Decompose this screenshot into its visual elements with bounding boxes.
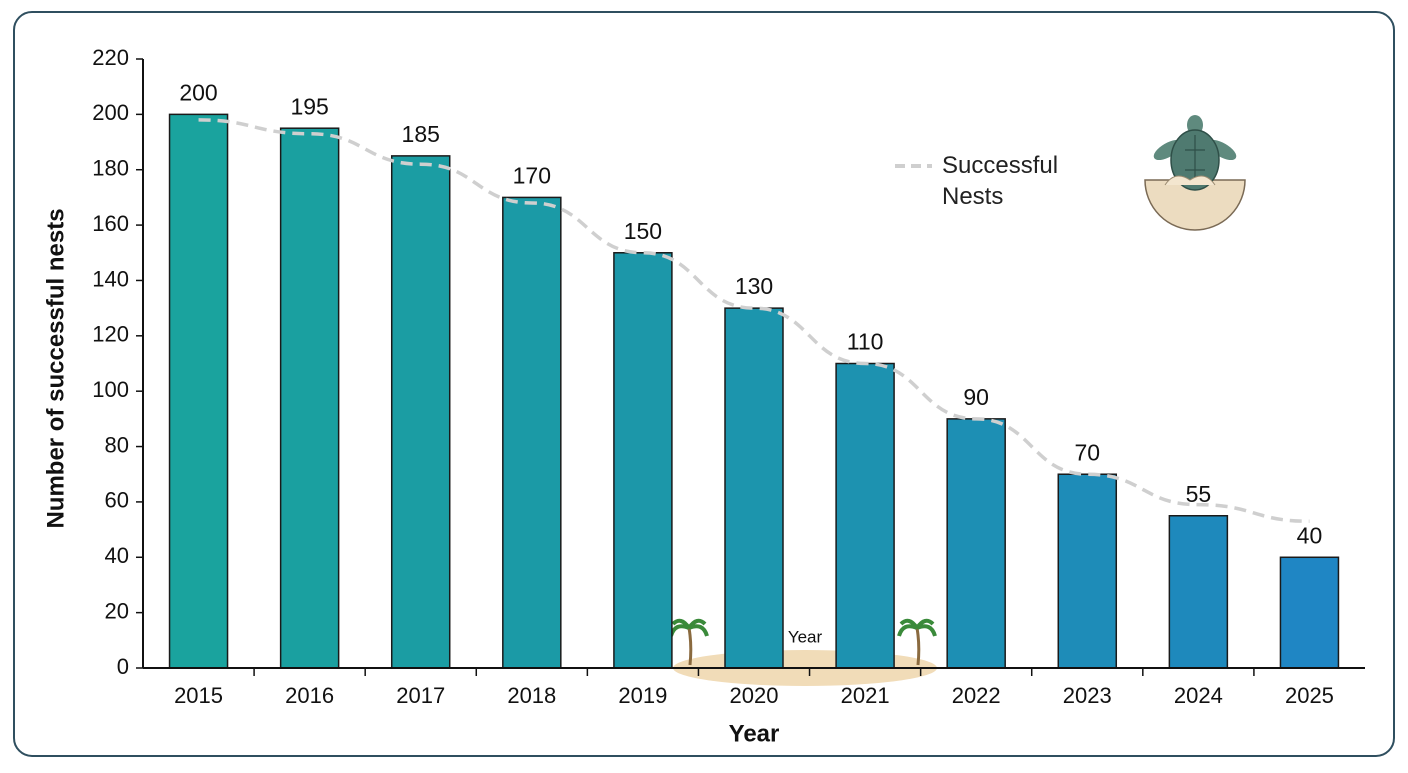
x-tick-label: 2022 [952,683,1001,708]
y-tick-label: 160 [92,211,129,236]
turtle-icon [1144,115,1246,231]
value-label: 40 [1297,522,1323,548]
x-axis-label: Year [729,720,780,747]
value-label: 150 [624,218,662,244]
bar [835,362,895,669]
y-tick-label: 100 [92,377,129,402]
x-tick-label: 2024 [1174,683,1223,708]
bar [613,252,673,669]
y-tick-label: 40 [105,543,129,568]
x-tick-label: 2023 [1063,683,1112,708]
x-tick-label: 2019 [618,683,667,708]
value-label: 185 [402,121,440,147]
y-tick-label: 80 [105,432,129,457]
y-tick-label: 20 [105,598,129,623]
value-label: 170 [513,162,551,188]
legend-label: Successful Nests [942,152,1059,210]
value-label: 70 [1074,439,1100,465]
bar [279,127,340,669]
x-tick-label: 2025 [1285,683,1334,708]
y-tick-label: 120 [92,322,129,347]
y-tick-label: 220 [92,45,129,70]
y-tick-label: 60 [105,488,129,513]
y-tick-label: 200 [92,100,129,125]
bar [168,113,229,669]
bar [1279,556,1340,669]
y-tick-label: 180 [92,156,129,181]
x-tick-label: 2021 [841,683,890,708]
bar [502,196,562,669]
plot: 0 20 40 60 80 100 120 140 160 180 200 220 200 2015 195… [42,45,1365,747]
bar [724,307,784,669]
x-tick-label: 2018 [507,683,556,708]
value-label: 195 [290,93,328,119]
x-tick-label: 2015 [174,683,223,708]
bar [1168,515,1229,669]
value-label: 90 [963,384,989,410]
bar [390,155,451,669]
value-label: 55 [1186,481,1212,507]
bar [946,418,1006,669]
y-tick-label: 0 [117,654,129,679]
value-label: 130 [735,273,773,299]
value-label: 110 [847,329,884,355]
x-tick-label: 2020 [730,683,779,708]
y-axis-label: Number of successful nests [42,208,69,528]
value-label: 200 [179,79,217,105]
annotation: Year [788,627,823,646]
bar [1057,473,1118,669]
x-tick-label: 2017 [396,683,445,708]
y-tick-label: 140 [92,266,129,291]
trend-line [198,118,1310,524]
card [13,11,1395,757]
x-tick-label: 2016 [285,683,334,708]
